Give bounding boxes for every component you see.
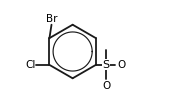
Text: Br: Br — [46, 14, 57, 24]
Text: S: S — [103, 60, 110, 70]
Text: Cl: Cl — [25, 60, 36, 70]
Text: O: O — [117, 60, 125, 70]
Text: O: O — [102, 81, 110, 91]
